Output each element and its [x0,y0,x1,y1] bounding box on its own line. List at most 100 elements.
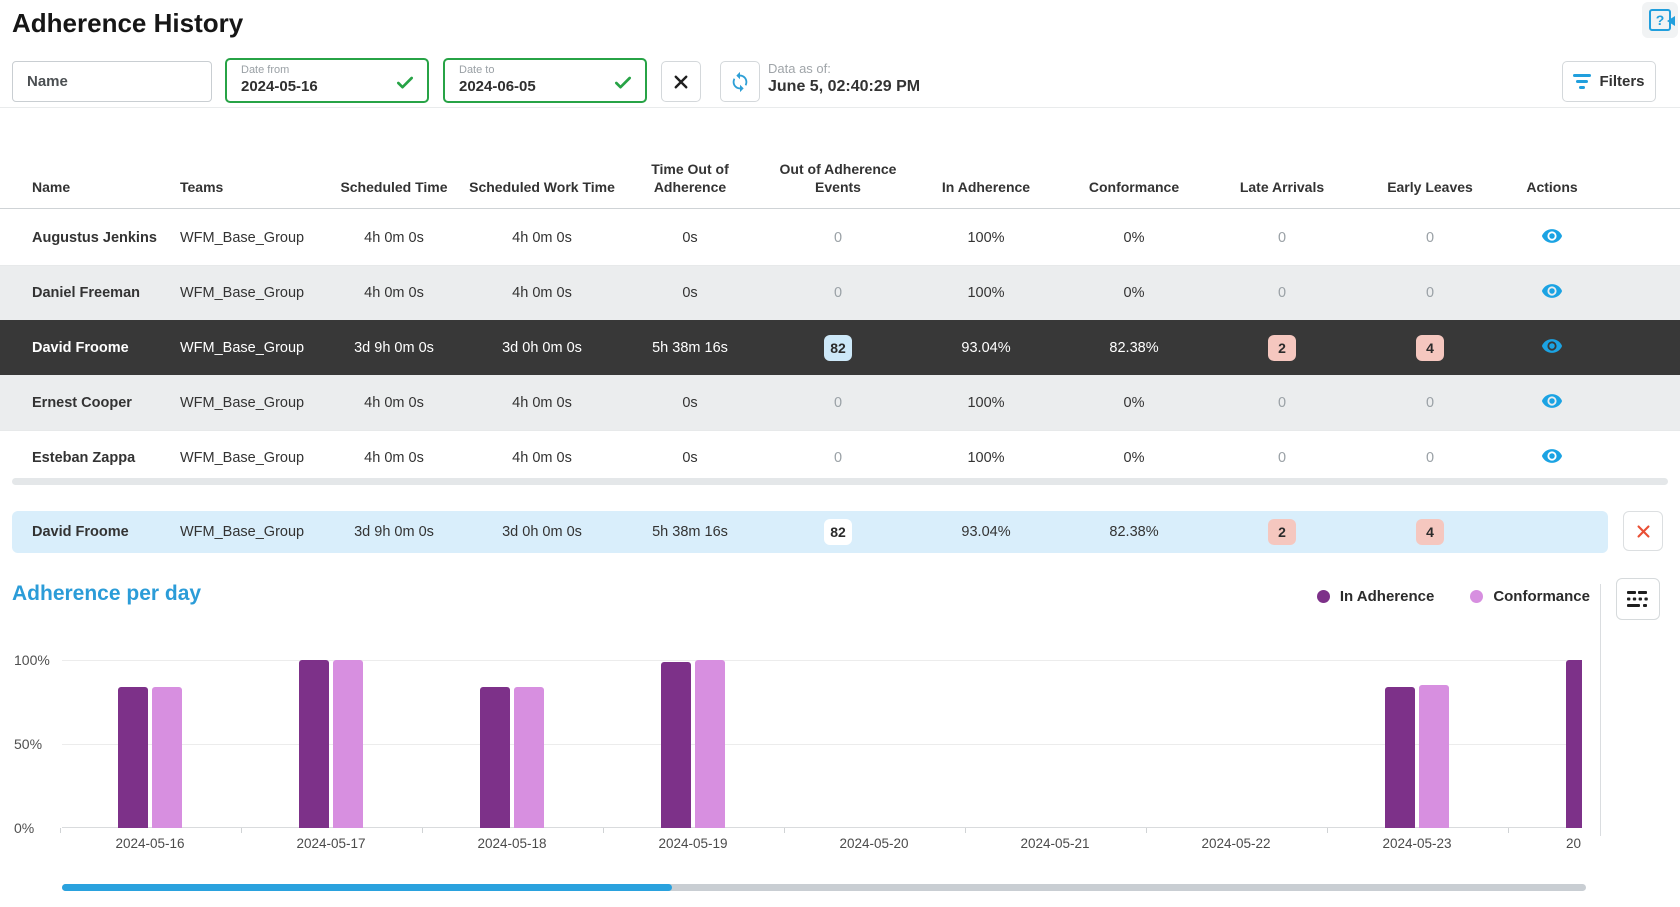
view-details-button[interactable] [1541,445,1563,467]
cell-out-of-adherence-events: 82 [824,335,852,361]
view-details-button[interactable] [1541,390,1563,412]
date-from-value: 2024-05-16 [241,77,415,97]
axis-tick [965,828,966,833]
cell-name: Daniel Freeman [32,285,140,301]
detail-conformance: 82.38% [1060,524,1208,540]
divider [0,107,1680,108]
cell-in-adherence: 100% [967,230,1004,246]
table-row[interactable]: Daniel FreemanWFM_Base_Group4h 0m 0s4h 0… [0,265,1680,320]
cell-name: Esteban Zappa [32,450,135,466]
column-header-name[interactable]: Name [32,178,180,196]
selected-agent-detail-bar: David Froome WFM_Base_Group 3d 9h 0m 0s … [12,511,1608,553]
chart-options-button[interactable] [1616,578,1660,620]
cell-team: WFM_Base_Group [180,230,304,246]
table-row[interactable]: David FroomeWFM_Base_Group3d 9h 0m 0s3d … [0,320,1680,375]
refresh-button[interactable] [720,61,760,102]
chart-legend: In Adherence Conformance [1230,588,1590,605]
date-from-field[interactable]: Date from 2024-05-16 [225,58,429,103]
table-row[interactable]: Esteban ZappaWFM_Base_Group4h 0m 0s4h 0m… [0,430,1680,485]
cell-name: Augustus Jenkins [32,230,157,246]
bar-in-adherence [661,662,691,828]
check-icon [613,73,633,98]
cell-out-of-adherence-events: 0 [834,230,842,246]
cell-late-arrivals: 0 [1278,285,1286,301]
date-to-field[interactable]: Date to 2024-06-05 [443,58,647,103]
cell-out-of-adherence-events: 0 [834,450,842,466]
cell-in-adherence: 93.04% [961,340,1010,356]
data-as-of: Data as of: June 5, 02:40:29 PM [768,60,920,97]
clear-dates-button[interactable] [661,61,701,102]
column-header-conformance[interactable]: Conformance [1060,178,1208,196]
axis-tick [60,828,61,833]
cell-scheduled-time: 4h 0m 0s [364,395,424,411]
cell-late-arrivals: 0 [1278,450,1286,466]
cell-time-out-of-adherence: 0s [682,395,697,411]
bar-conformance [695,660,725,828]
cell-conformance: 0% [1124,450,1145,466]
data-as-of-label: Data as of: [768,60,920,77]
cell-team: WFM_Base_Group [180,395,304,411]
cell-early-leaves: 0 [1426,285,1434,301]
column-header-teams[interactable]: Teams [180,178,320,196]
axis-tick [1327,828,1328,833]
detail-late-arrivals-badge: 2 [1268,519,1296,545]
detail-name: David Froome [32,524,180,540]
detail-team: WFM_Base_Group [180,524,320,540]
column-header-out-of-adherence-events[interactable]: Out of Adherence Events [764,160,912,196]
cell-in-adherence: 100% [967,450,1004,466]
column-header-in-adherence[interactable]: In Adherence [912,178,1060,196]
bar-conformance [1419,685,1449,828]
cell-late-arrivals: 2 [1268,335,1296,361]
cell-scheduled-work-time: 3d 0h 0m 0s [502,340,582,356]
name-search-input[interactable] [12,61,212,102]
bar-conformance [514,687,544,828]
conformance-dot-icon [1470,590,1483,603]
bar-conformance [152,687,182,828]
close-detail-button[interactable] [1623,511,1663,551]
filter-icon [1573,74,1591,89]
bar-in-adherence [118,687,148,828]
bar-in-adherence [299,660,329,828]
help-button[interactable]: ? [1642,2,1678,38]
cell-scheduled-work-time: 4h 0m 0s [512,395,572,411]
cell-scheduled-time: 4h 0m 0s [364,450,424,466]
detail-time-out-of-adherence: 5h 38m 16s [616,524,764,540]
column-header-late-arrivals[interactable]: Late Arrivals [1208,178,1356,196]
axis-tick [422,828,423,833]
cell-team: WFM_Base_Group [180,285,304,301]
detail-early-leaves-badge: 4 [1416,519,1444,545]
legend-item-conformance[interactable]: Conformance [1470,588,1590,605]
cell-early-leaves: 0 [1426,230,1434,246]
date-to-label: Date to [459,64,633,77]
view-details-button[interactable] [1541,225,1563,247]
eye-icon [1541,335,1563,357]
table-horizontal-scrollbar[interactable] [12,478,1668,485]
filters-button[interactable]: Filters [1562,61,1656,102]
cell-team: WFM_Base_Group [180,450,304,466]
plot-area [0,630,1582,828]
cell-name: David Froome [32,340,129,356]
column-header-scheduled-time[interactable]: Scheduled Time [320,178,468,196]
cell-in-adherence: 100% [967,285,1004,301]
cell-late-arrivals: 0 [1278,395,1286,411]
x-axis-labels: 2024-05-162024-05-172024-05-182024-05-19… [0,836,1594,858]
table-row[interactable]: Augustus JenkinsWFM_Base_Group4h 0m 0s4h… [0,210,1680,265]
x-axis-label: 20 [1566,836,1594,851]
x-axis-label: 2024-05-18 [442,836,582,851]
column-header-time-out-of-adherence[interactable]: Time Out of Adherence [616,160,764,196]
table-header: Name Teams Scheduled Time Scheduled Work… [0,128,1680,209]
legend-item-in-adherence[interactable]: In Adherence [1317,588,1434,605]
detail-in-adherence: 93.04% [912,524,1060,540]
chart-horizontal-scrollbar[interactable] [62,884,1586,891]
column-header-scheduled-work-time[interactable]: Scheduled Work Time [468,178,616,196]
cell-conformance: 82.38% [1109,340,1158,356]
date-from-label: Date from [241,64,415,77]
table-row[interactable]: Ernest CooperWFM_Base_Group4h 0m 0s4h 0m… [0,375,1680,430]
x-axis-label: 2024-05-20 [804,836,944,851]
column-header-early-leaves[interactable]: Early Leaves [1356,178,1504,196]
cell-scheduled-time: 3d 9h 0m 0s [354,340,434,356]
cell-time-out-of-adherence: 0s [682,450,697,466]
view-details-button[interactable] [1541,280,1563,302]
chart-scrollbar-thumb[interactable] [62,884,672,891]
view-details-button[interactable] [1541,335,1563,357]
